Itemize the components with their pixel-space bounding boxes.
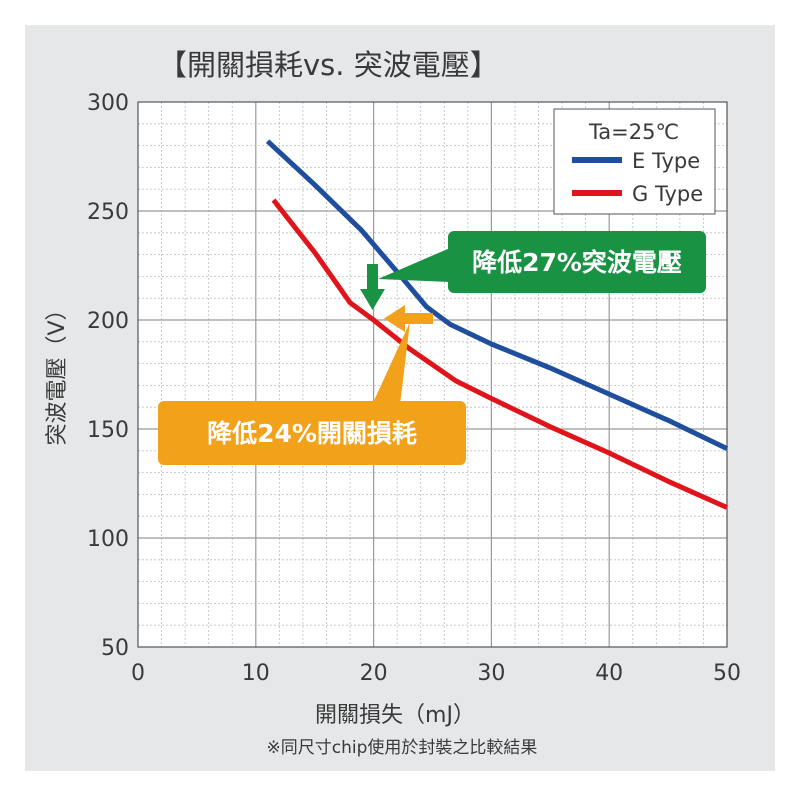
y-tick-label: 200 xyxy=(87,309,129,334)
x-tick-label: 20 xyxy=(360,661,388,686)
y-tick-label: 250 xyxy=(87,200,129,225)
green-arrow-shaft xyxy=(367,264,378,291)
callout-orange-pointer xyxy=(372,322,410,405)
orange-arrow-shaft xyxy=(403,313,433,324)
callout-surge-voltage: 降低27%突波電壓 xyxy=(360,231,706,310)
y-tick-label: 300 xyxy=(87,91,129,116)
y-tick-label: 150 xyxy=(87,418,129,443)
x-tick-label: 0 xyxy=(131,661,145,686)
x-tick-label: 30 xyxy=(477,661,505,686)
plot-border xyxy=(137,101,728,648)
callout-switching-loss: 降低24%開關損耗 xyxy=(158,305,466,465)
green-arrow-head xyxy=(360,289,385,310)
chart-title: 【開關損耗vs. 突波電壓】 xyxy=(158,48,499,82)
x-tick-labels: 0 10 20 30 40 50 xyxy=(131,661,741,686)
callout-green-box xyxy=(448,231,706,293)
callout-orange-box xyxy=(158,401,466,465)
legend-label-g-type: G Type xyxy=(632,182,703,206)
series-line-g-type xyxy=(271,198,729,510)
callout-orange-text: 降低24%開關損耗 xyxy=(207,419,417,448)
callout-green-text: 降低27%突波電壓 xyxy=(472,248,682,277)
legend-label-e-type: E Type xyxy=(632,149,700,173)
series-line-e-type xyxy=(265,139,729,451)
legend: Ta=25℃ E Type G Type xyxy=(553,108,716,215)
orange-arrow-head xyxy=(384,305,405,332)
y-tick-labels: 50 100 150 200 250 300 xyxy=(87,91,129,661)
y-tick-label: 50 xyxy=(101,636,129,661)
x-tick-label: 50 xyxy=(713,661,741,686)
x-axis-label: 開關損失（mJ） xyxy=(315,703,475,728)
footnote: ※同尺寸chip使用於封裝之比較結果 xyxy=(267,737,538,758)
y-axis-label: 突波電壓（V） xyxy=(45,298,70,445)
x-tick-label: 40 xyxy=(595,661,623,686)
series-lines xyxy=(265,139,729,510)
callout-green-pointer xyxy=(378,248,450,282)
y-tick-label: 100 xyxy=(87,527,129,552)
legend-title: Ta=25℃ xyxy=(588,120,679,144)
x-tick-label: 10 xyxy=(242,661,270,686)
